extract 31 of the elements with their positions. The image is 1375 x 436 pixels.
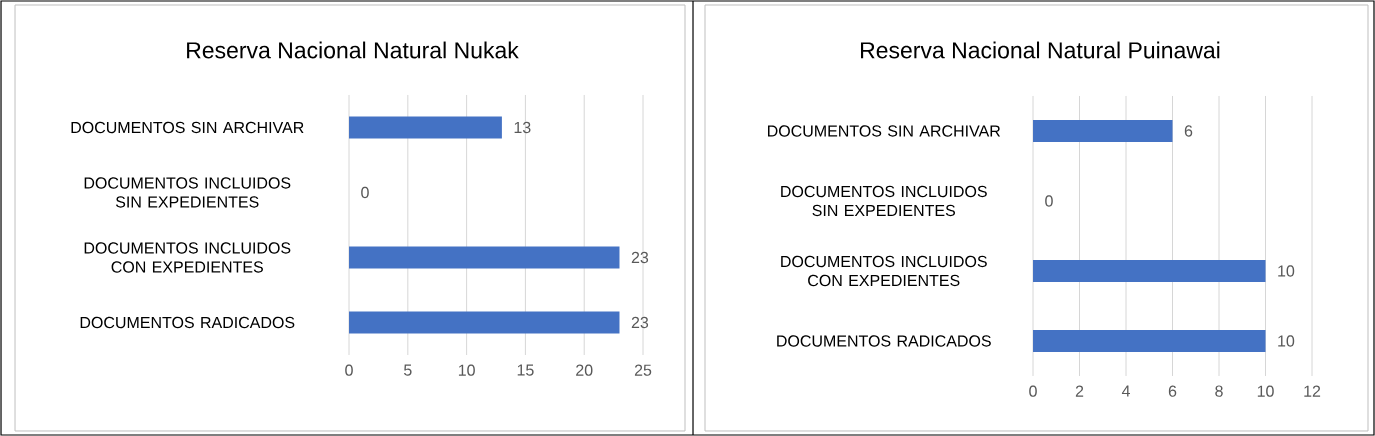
y-tick-label: DOCUMENTOS INCLUIDOS SIN EXPEDIENTES: [84, 177, 291, 208]
data-label: 10: [1278, 265, 1295, 277]
chart-title: Reserva Nacional Natural Nukak: [187, 41, 519, 59]
y-tick-label: DOCUMENTOS SIN ARCHIVAR: [768, 125, 1001, 137]
x-tick-label: 10: [458, 364, 475, 376]
y-tick-label: DOCUMENTOS INCLUIDOS CON EXPEDIENTES: [781, 255, 987, 287]
y-tick-label: DOCUMENTOS RADICADOS: [777, 335, 991, 347]
x-tick-label: 15: [517, 364, 534, 376]
data-label: 23: [631, 251, 649, 264]
x-tick-label: 8: [1215, 385, 1223, 397]
x-tick-label: 12: [1304, 385, 1321, 397]
x-tick-label: 10: [1257, 385, 1274, 397]
x-tick-label: 5: [404, 364, 412, 376]
y-tick-label: DOCUMENTOS INCLUIDOS CON EXPEDIENTES: [84, 242, 291, 273]
data-label: 6: [1184, 125, 1193, 137]
data-label: 23: [631, 316, 649, 329]
x-tick-label: 4: [1121, 385, 1130, 397]
x-tick-label: 2: [1075, 385, 1084, 397]
data-label: 10: [1278, 335, 1295, 347]
x-tick-label: 6: [1168, 385, 1177, 397]
x-tick-label: 25: [634, 364, 652, 376]
data-label: 13: [514, 121, 531, 134]
y-tick-label: DOCUMENTOS SIN ARCHIVAR: [71, 121, 304, 134]
x-tick-label: 0: [345, 364, 353, 376]
chart-title: Reserva Nacional Natural Puinawai: [861, 41, 1220, 59]
x-tick-label: 0: [1029, 385, 1037, 397]
data-label: 0: [1045, 195, 1053, 207]
y-tick-label: DOCUMENTOS INCLUIDOS SIN EXPEDIENTES: [781, 185, 987, 217]
data-label: 0: [361, 186, 369, 199]
y-tick-label: DOCUMENTOS RADICADOS: [80, 316, 295, 329]
x-tick-label: 20: [576, 364, 593, 376]
